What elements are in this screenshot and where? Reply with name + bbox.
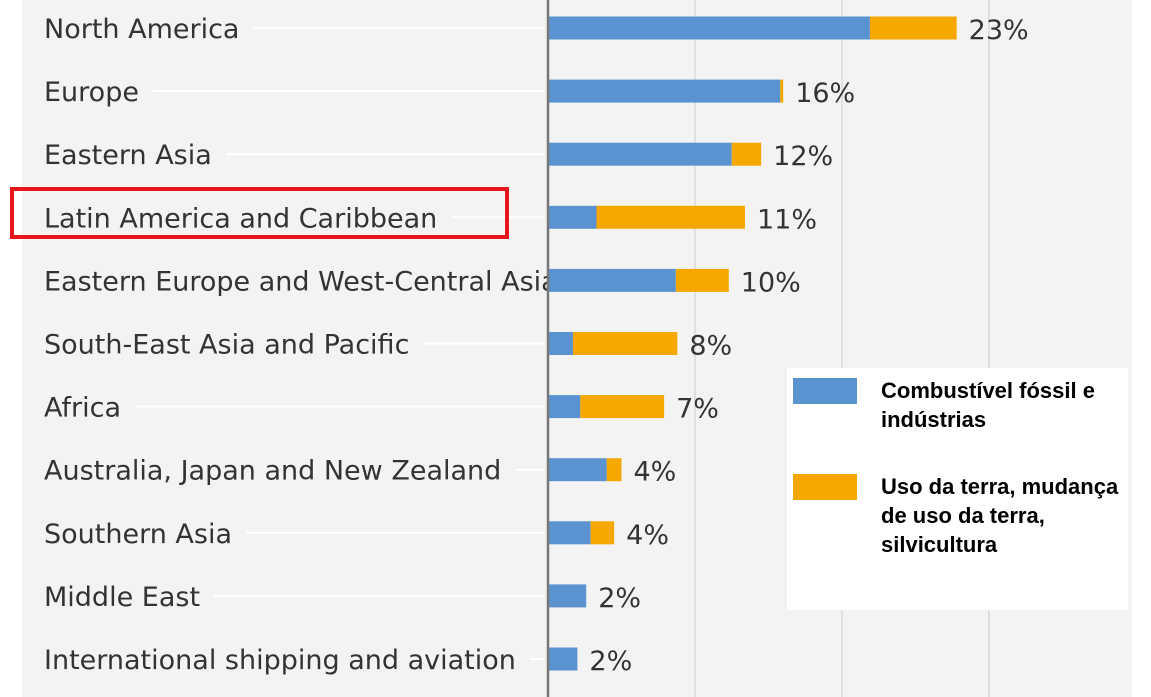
value-label: 11% [757,204,817,235]
category-label: Europe [44,77,139,108]
value-label: 8% [689,331,732,362]
bar-fossil [548,647,578,671]
value-label: 23% [969,15,1029,46]
bar-fossil [548,584,587,608]
bar-fossil [548,79,781,103]
bar-fossil [548,205,597,229]
legend-label-fossil: Combustível fóssil e indústrias [881,378,1095,432]
value-label: 2% [598,583,641,614]
category-label: Africa [44,393,121,424]
bar-landuse [596,205,745,229]
category-label: North America [44,14,239,45]
legend-swatch-landuse [793,474,857,500]
bar-landuse [675,268,729,292]
bar-landuse [572,332,678,355]
bar-landuse [731,142,762,166]
bar-landuse [606,458,622,482]
bar-fossil [548,332,573,355]
value-label: 10% [741,267,801,298]
value-label: 12% [773,141,833,172]
bar-fossil [548,395,581,419]
category-label: International shipping and aviation [44,645,516,676]
bar-landuse [580,395,665,419]
bar-fossil [548,16,870,40]
value-label: 2% [589,646,632,677]
value-label: 4% [634,457,677,488]
category-label: Eastern Asia [44,140,212,171]
legend-label-landuse: Uso da terra, mudança de uso da terra, s… [881,474,1119,557]
bar-landuse [590,521,615,545]
bar-fossil [548,268,676,292]
legend: Combustível fóssil e indústrias Uso da t… [787,368,1128,610]
category-label: Australia, Japan and New Zealand [44,456,501,487]
highlight-box [10,187,509,239]
category-label: South-East Asia and Pacific [44,330,409,361]
bar-landuse [869,16,957,40]
bar-fossil [548,142,732,166]
category-label: Southern Asia [44,519,232,550]
legend-swatch-fossil [793,378,857,404]
value-label: 7% [676,394,719,425]
category-label: Middle East [44,582,200,613]
category-label: Eastern Europe and West-Central Asia [44,266,558,297]
category-label: Latin America and Caribbean [44,203,437,234]
value-label: 16% [795,78,855,109]
value-label: 4% [626,520,669,551]
bar-fossil [548,521,591,545]
bar-fossil [548,458,607,482]
bar-landuse [780,79,784,103]
